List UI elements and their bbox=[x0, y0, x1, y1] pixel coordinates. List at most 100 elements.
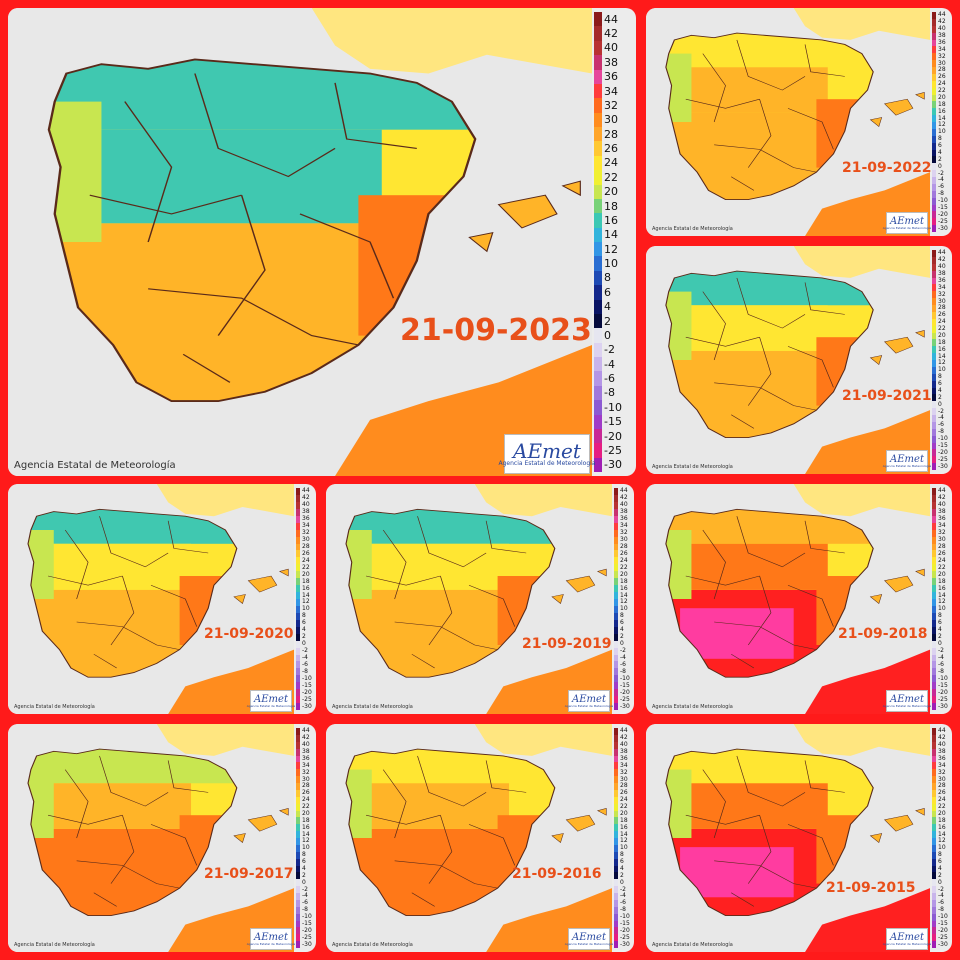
legend-label: 40 bbox=[938, 263, 946, 271]
legend-entry: 36 bbox=[296, 754, 314, 763]
legend-entry: -2 bbox=[932, 408, 950, 415]
legend-label: 30 bbox=[302, 536, 310, 544]
legend-entry: -20 bbox=[614, 689, 632, 697]
balearic-island bbox=[233, 594, 246, 605]
legend-swatch bbox=[614, 585, 618, 593]
legend-label: 42 bbox=[604, 27, 618, 41]
legend-label: 16 bbox=[938, 345, 946, 353]
legend-swatch bbox=[296, 543, 300, 551]
legend-entry: 44 bbox=[932, 488, 950, 495]
legend-swatch bbox=[296, 851, 300, 859]
legend-label: -8 bbox=[302, 667, 308, 675]
province-border bbox=[64, 769, 89, 839]
map-date-label: 21-09-2019 bbox=[522, 636, 612, 652]
balearic-island bbox=[869, 355, 883, 366]
legend-label: 44 bbox=[302, 487, 310, 495]
legend-label: 36 bbox=[302, 754, 310, 762]
legend-label: 44 bbox=[938, 11, 946, 19]
legend-entry: 20 bbox=[614, 810, 632, 818]
legend-swatch bbox=[614, 865, 618, 873]
legend-swatch bbox=[594, 285, 602, 300]
legend-swatch bbox=[932, 858, 936, 866]
legend-label: 32 bbox=[938, 290, 946, 298]
legend-swatch bbox=[614, 522, 618, 530]
legend-swatch bbox=[614, 913, 618, 921]
temperature-map bbox=[326, 724, 612, 952]
legend-swatch bbox=[932, 94, 936, 102]
legend-swatch bbox=[614, 941, 618, 948]
legend-label: 30 bbox=[938, 536, 946, 544]
legend-label: 16 bbox=[620, 823, 628, 831]
extreme-zone bbox=[680, 847, 794, 898]
legend-swatch bbox=[932, 156, 936, 164]
legend-entry: 16 bbox=[932, 585, 950, 593]
center-zone bbox=[366, 543, 510, 590]
legend-swatch bbox=[614, 838, 618, 845]
legend-label: 34 bbox=[938, 283, 946, 291]
legend-swatch bbox=[932, 428, 936, 436]
balearic-island bbox=[565, 814, 596, 832]
legend-swatch bbox=[594, 457, 602, 472]
legend-swatch bbox=[594, 313, 602, 329]
legend-swatch bbox=[614, 592, 618, 599]
legend-label: -2 bbox=[938, 647, 944, 655]
legend-swatch bbox=[932, 211, 936, 219]
legend-label: -30 bbox=[938, 702, 948, 710]
legend-entry: 16 bbox=[614, 585, 632, 593]
legend-label: 6 bbox=[938, 142, 942, 150]
legend-entry: 4 bbox=[932, 627, 950, 634]
legend-label: 12 bbox=[938, 359, 946, 367]
legend-label: 8 bbox=[938, 851, 942, 859]
legend-entry: 26 bbox=[932, 312, 950, 319]
center-zone bbox=[48, 783, 192, 829]
legend-label: 42 bbox=[620, 494, 628, 502]
legend-swatch bbox=[614, 571, 618, 579]
legend-entry: 4 bbox=[296, 865, 314, 873]
legend-label: 40 bbox=[938, 25, 946, 33]
legend-label: 4 bbox=[938, 386, 942, 394]
legend-label: -4 bbox=[620, 892, 626, 900]
legend-swatch bbox=[932, 886, 936, 893]
legend-entry: 28 bbox=[932, 305, 950, 312]
legend-swatch bbox=[296, 927, 300, 935]
province-border bbox=[194, 73, 336, 178]
legend-label: -20 bbox=[938, 688, 948, 696]
legend-label: -8 bbox=[938, 428, 944, 436]
legend-swatch bbox=[932, 463, 936, 470]
legend-swatch bbox=[932, 401, 936, 409]
legend-label: 26 bbox=[620, 549, 628, 557]
legend-swatch bbox=[932, 550, 936, 558]
legend-swatch bbox=[594, 213, 602, 228]
legend-label: 36 bbox=[938, 276, 946, 284]
legend-label: 20 bbox=[302, 570, 310, 578]
legend-entry: -10 bbox=[594, 400, 634, 415]
balearic-island bbox=[869, 594, 883, 605]
legend-label: 2 bbox=[302, 633, 306, 641]
legend-swatch bbox=[614, 494, 618, 502]
legend-entry: 44 bbox=[296, 728, 314, 735]
legend-entry: 38 bbox=[932, 271, 950, 278]
legend-entry: 30 bbox=[932, 776, 950, 783]
province-border bbox=[702, 529, 726, 600]
legend-label: -10 bbox=[604, 400, 622, 414]
legend-entry: -25 bbox=[932, 456, 950, 464]
france-region bbox=[156, 484, 294, 517]
legend-swatch bbox=[614, 599, 618, 606]
legend-label: 12 bbox=[938, 598, 946, 606]
legend-label: 10 bbox=[938, 128, 946, 136]
legend-entry: -15 bbox=[932, 204, 950, 212]
legend-entry: -8 bbox=[296, 667, 314, 676]
legend-entry: -4 bbox=[614, 654, 632, 662]
legend-entry: 16 bbox=[296, 824, 314, 832]
legend-entry: 34 bbox=[932, 762, 950, 770]
legend-swatch bbox=[932, 941, 936, 948]
legend-entry: 32 bbox=[594, 98, 634, 113]
iberia-outline bbox=[27, 508, 238, 678]
legend-entry: -15 bbox=[614, 682, 632, 690]
legend-swatch bbox=[614, 934, 618, 942]
legend-label: 26 bbox=[938, 789, 946, 797]
legend-entry: -15 bbox=[932, 442, 950, 450]
legend-label: 28 bbox=[620, 782, 628, 790]
legend-label: 26 bbox=[302, 789, 310, 797]
legend-label: 12 bbox=[620, 598, 628, 606]
